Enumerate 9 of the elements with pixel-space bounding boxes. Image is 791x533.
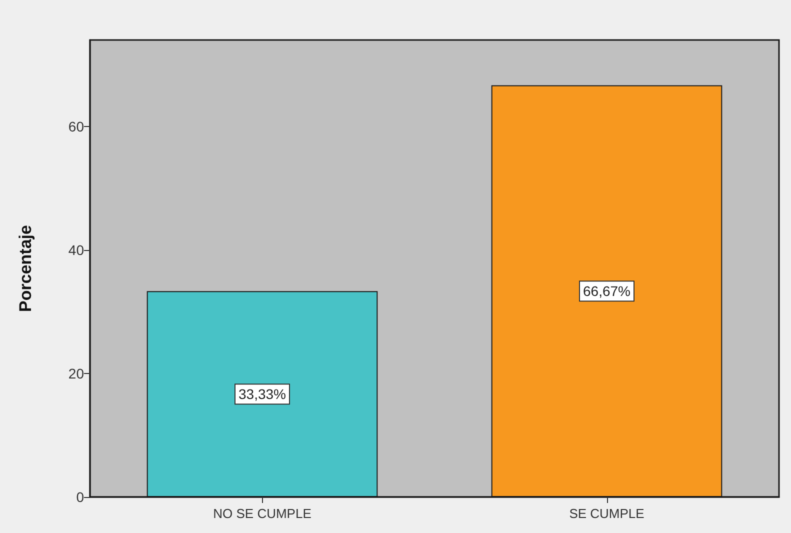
y-axis-title: Porcentaje	[16, 225, 35, 312]
data-label: 33,33%	[238, 386, 286, 402]
x-tick-label: SE CUMPLE	[569, 506, 645, 521]
data-label: 66,67%	[583, 283, 630, 300]
y-tick-label: 60	[68, 118, 84, 134]
x-tick-label: NO SE CUMPLE	[213, 506, 312, 521]
y-tick-label: 20	[68, 365, 84, 382]
y-tick-label: 0	[76, 489, 84, 505]
y-tick-label: 40	[68, 242, 84, 258]
